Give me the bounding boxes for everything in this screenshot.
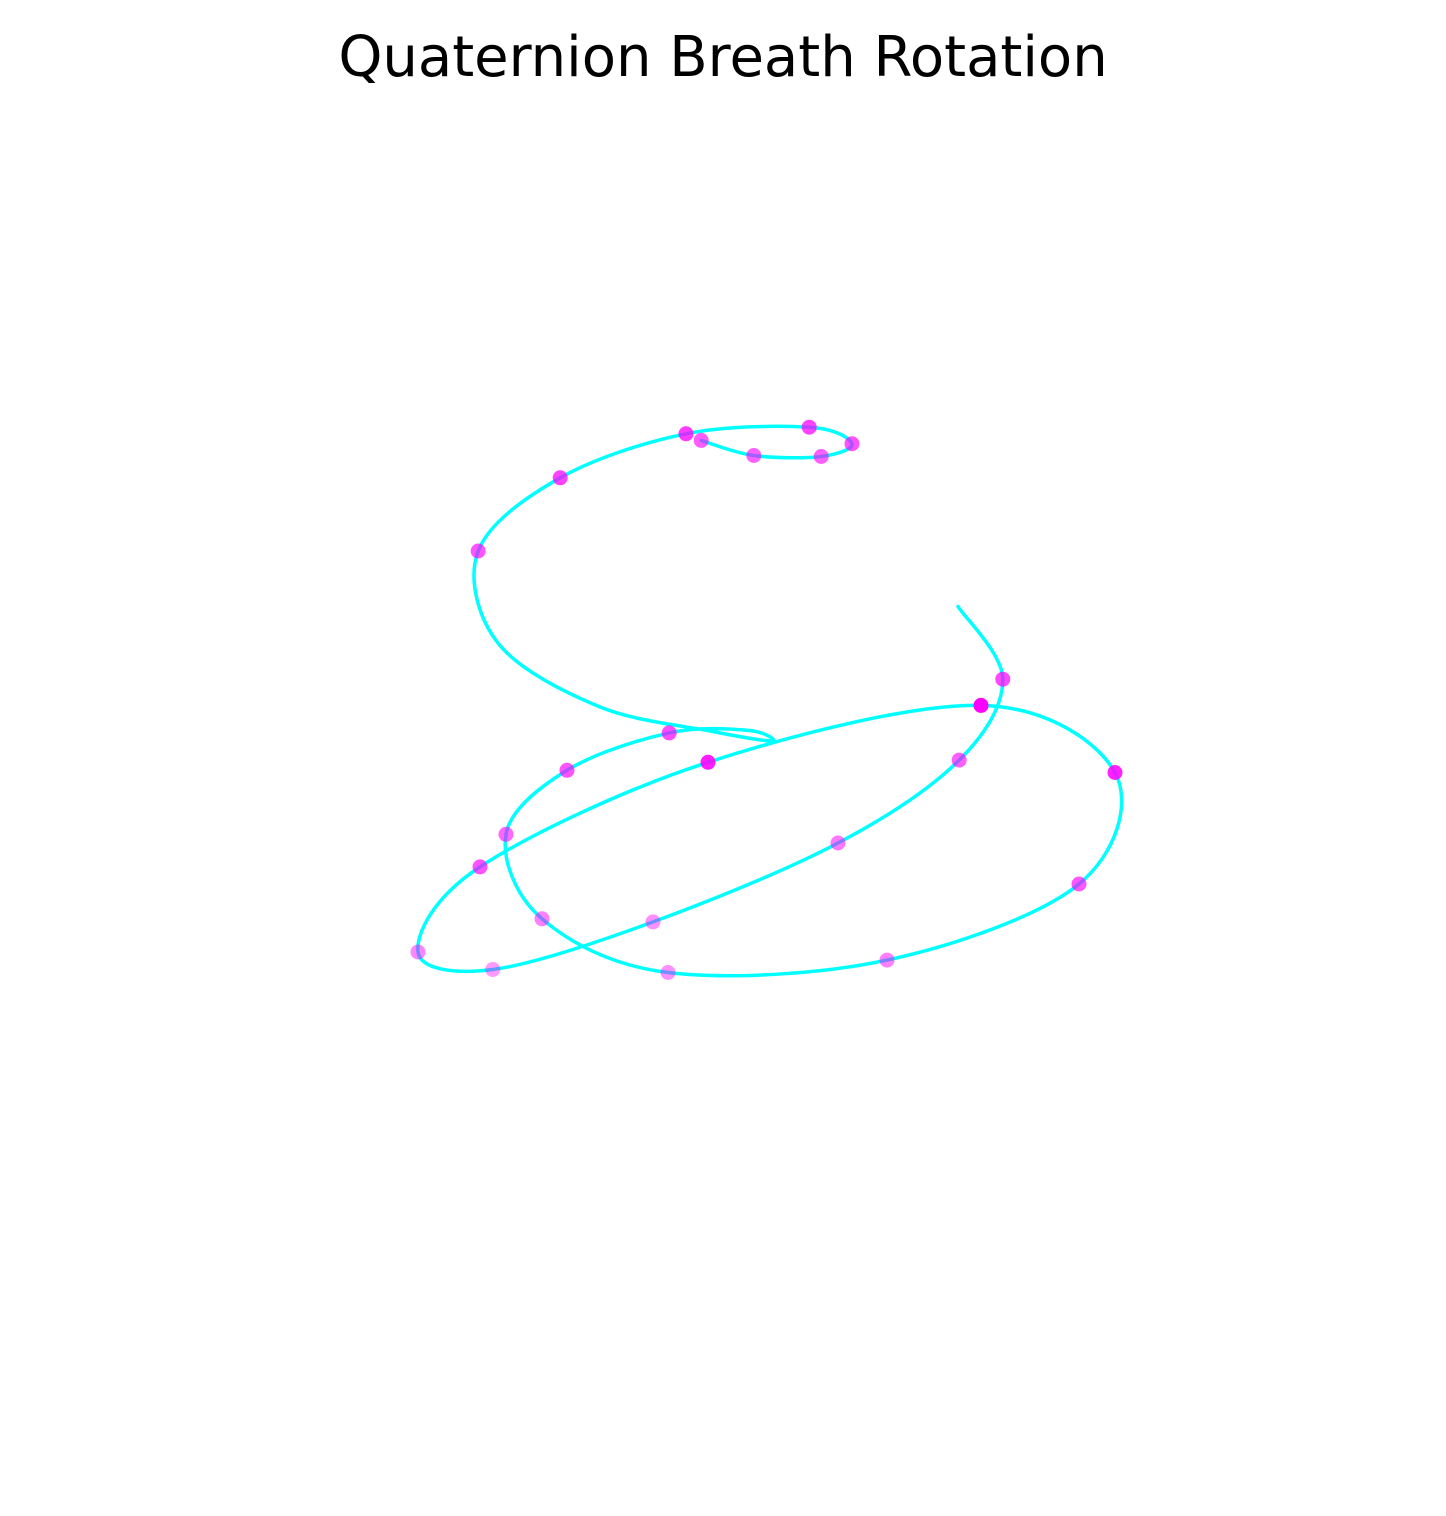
quaternion-marker	[470, 543, 486, 559]
quaternion-marker	[951, 752, 967, 768]
quaternion-marker	[746, 448, 762, 463]
quaternion-marker	[1107, 765, 1123, 780]
quaternion-marker	[472, 859, 488, 875]
quaternion-marker	[830, 835, 846, 851]
trajectory-line	[416, 424, 1124, 978]
quaternion-marker	[813, 449, 829, 464]
marker-layer	[410, 419, 1123, 980]
quaternion-marker	[498, 826, 514, 842]
quaternion-marker	[534, 911, 550, 927]
quaternion-marker	[995, 671, 1011, 687]
quaternion-marker	[1071, 876, 1087, 892]
quaternion-marker	[844, 436, 860, 452]
quaternion-marker	[660, 965, 676, 980]
quaternion-marker	[559, 762, 575, 778]
quaternion-marker	[700, 754, 716, 770]
quaternion-marker	[973, 697, 989, 713]
quaternion-marker	[552, 470, 568, 486]
quaternion-marker	[485, 962, 501, 977]
quaternion-marker	[801, 419, 817, 435]
plot-area	[410, 419, 1124, 980]
quaternion-marker	[410, 944, 426, 960]
quaternion-marker	[661, 725, 677, 741]
quaternion-marker	[693, 432, 709, 448]
chart-title: Quaternion Breath Rotation	[338, 25, 1107, 90]
quaternion-marker	[879, 952, 895, 968]
quaternion-marker	[678, 426, 694, 442]
quaternion-marker	[645, 914, 661, 930]
